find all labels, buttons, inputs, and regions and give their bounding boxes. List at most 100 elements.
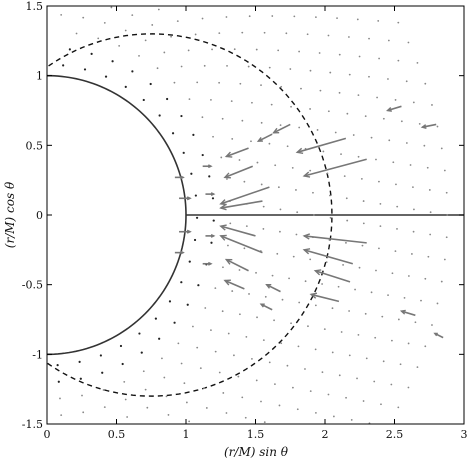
arrow-22 bbox=[302, 233, 367, 244]
arrow-head bbox=[219, 234, 227, 241]
field-dot bbox=[390, 383, 393, 386]
arrow-head bbox=[302, 233, 311, 240]
field-dot bbox=[412, 101, 415, 104]
field-dot bbox=[309, 169, 312, 172]
field-dot bbox=[293, 15, 296, 18]
field-dot bbox=[229, 222, 232, 225]
field-dot bbox=[288, 277, 290, 280]
field-dot bbox=[346, 219, 349, 222]
field-dot bbox=[251, 101, 253, 104]
field-dot bbox=[343, 175, 346, 178]
field-dot bbox=[411, 253, 413, 255]
y-tick-label: 1 bbox=[36, 70, 43, 83]
field-dot bbox=[149, 82, 152, 86]
arrow-shaft bbox=[273, 123, 291, 134]
field-dot bbox=[356, 377, 358, 380]
x-tick-label: 0 bbox=[44, 428, 51, 441]
field-dot bbox=[362, 222, 365, 225]
field-dot bbox=[378, 180, 380, 183]
field-dot bbox=[298, 50, 301, 53]
field-dot bbox=[423, 144, 426, 147]
field-dot bbox=[358, 55, 361, 58]
field-dot bbox=[274, 383, 276, 386]
field-dot bbox=[431, 104, 433, 106]
field-dot bbox=[156, 67, 159, 70]
arrow-head bbox=[180, 175, 185, 180]
field-dot bbox=[56, 364, 59, 367]
x-tick-label: 2 bbox=[322, 428, 329, 441]
field-dot bbox=[256, 161, 259, 164]
field-dot bbox=[368, 75, 370, 78]
arrow-head bbox=[180, 250, 185, 255]
field-dot bbox=[243, 180, 246, 183]
field-dot bbox=[62, 64, 65, 67]
field-dot bbox=[345, 241, 347, 244]
field-dot bbox=[204, 307, 207, 309]
field-dot bbox=[279, 124, 282, 126]
y-tick-label: 0.5 bbox=[26, 139, 44, 152]
field-dot bbox=[208, 175, 211, 178]
field-dot bbox=[210, 329, 212, 332]
field-dot bbox=[239, 313, 241, 316]
field-dot bbox=[348, 73, 351, 76]
field-dot bbox=[238, 159, 241, 161]
arrow-shaft bbox=[225, 258, 249, 272]
field-dot bbox=[348, 310, 350, 312]
field-dot bbox=[440, 280, 443, 283]
field-dot bbox=[165, 395, 168, 398]
field-dot bbox=[413, 208, 415, 211]
arrow-head bbox=[208, 261, 213, 266]
field-dot bbox=[286, 145, 289, 148]
arrow-shaft bbox=[401, 310, 416, 317]
arrow-head bbox=[259, 303, 265, 308]
arrow-head bbox=[219, 203, 227, 211]
field-dot bbox=[286, 364, 289, 367]
field-dot bbox=[416, 366, 419, 369]
field-dot bbox=[123, 380, 126, 383]
arrow-18 bbox=[265, 283, 281, 293]
field-dot bbox=[68, 48, 71, 51]
field-dot bbox=[256, 316, 258, 319]
field-dot bbox=[218, 81, 221, 84]
arrow-shaft bbox=[315, 269, 351, 283]
field-dot bbox=[394, 250, 397, 253]
arrow-head bbox=[420, 124, 427, 129]
field-dot bbox=[268, 66, 271, 69]
arrow-head bbox=[223, 172, 231, 179]
field-dot bbox=[180, 281, 183, 284]
arrow-shaft bbox=[220, 225, 256, 237]
field-dot bbox=[382, 117, 385, 120]
field-dot bbox=[241, 396, 244, 399]
field-dot bbox=[194, 33, 197, 36]
field-dot bbox=[379, 202, 382, 205]
field-dot bbox=[248, 15, 251, 18]
field-dot bbox=[392, 161, 395, 164]
field-dot bbox=[192, 133, 195, 136]
field-dot bbox=[429, 233, 432, 236]
dot-field bbox=[56, 6, 449, 425]
field-dot bbox=[399, 363, 402, 366]
field-dot bbox=[142, 370, 145, 373]
arrow-head bbox=[302, 171, 311, 178]
field-dot bbox=[203, 64, 206, 67]
field-dot bbox=[212, 135, 214, 138]
field-dot bbox=[321, 283, 323, 285]
field-dot bbox=[220, 156, 223, 159]
field-dot bbox=[233, 48, 236, 51]
arrow-shaft bbox=[310, 293, 340, 303]
field-dot bbox=[364, 312, 367, 315]
arrow-8 bbox=[219, 200, 263, 211]
arrow-11 bbox=[219, 234, 263, 254]
arrow-13 bbox=[224, 147, 249, 158]
arrow-shaft bbox=[296, 137, 347, 154]
field-dot bbox=[360, 177, 363, 180]
field-dot bbox=[304, 280, 307, 283]
arrow-shaft bbox=[226, 147, 249, 158]
field-dot bbox=[241, 119, 244, 122]
field-dot bbox=[196, 346, 199, 349]
field-dot bbox=[241, 31, 244, 34]
field-dot bbox=[407, 275, 410, 277]
arrow-shaft bbox=[220, 186, 270, 205]
field-dot bbox=[327, 110, 330, 113]
field-dot bbox=[268, 361, 271, 364]
